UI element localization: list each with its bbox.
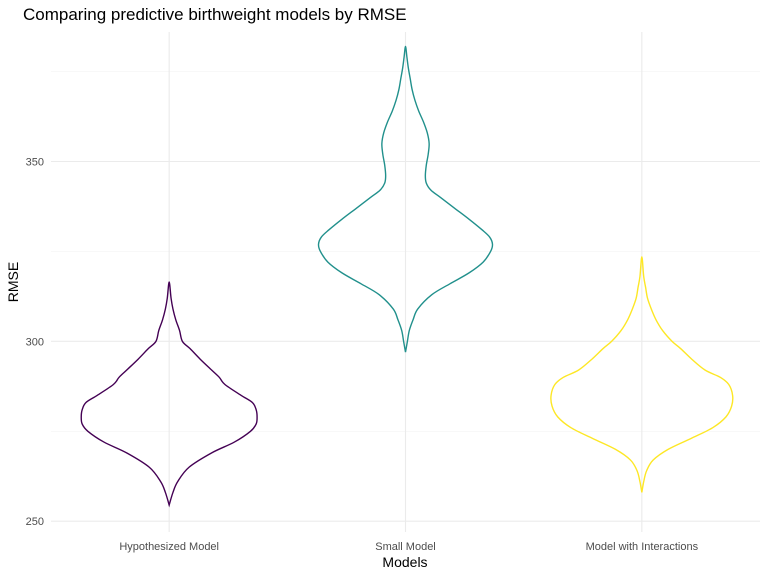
y-axis-title: RMSE: [5, 262, 21, 302]
chart-title: Comparing predictive birthweight models …: [23, 5, 407, 24]
y-tick-label: 250: [26, 516, 44, 528]
violin-hypothesized-model: [80, 281, 258, 508]
y-tick-label: 350: [26, 156, 44, 168]
x-axis-title: Models: [382, 554, 427, 570]
violin-layer: [80, 45, 734, 508]
violin-small-model: [317, 45, 494, 353]
violin-model-with-interactions: [550, 256, 734, 493]
x-tick-labels: Hypothesized Model Small Model Model with …: [119, 541, 698, 553]
y-tick-label: 300: [26, 336, 44, 348]
y-tick-labels: 250 300 350: [26, 156, 44, 528]
grid-layer: [51, 32, 760, 532]
x-tick-label: Model with Interactions: [586, 541, 699, 553]
x-tick-label: Hypothesized Model: [119, 541, 219, 553]
x-tick-label: Small Model: [375, 541, 436, 553]
